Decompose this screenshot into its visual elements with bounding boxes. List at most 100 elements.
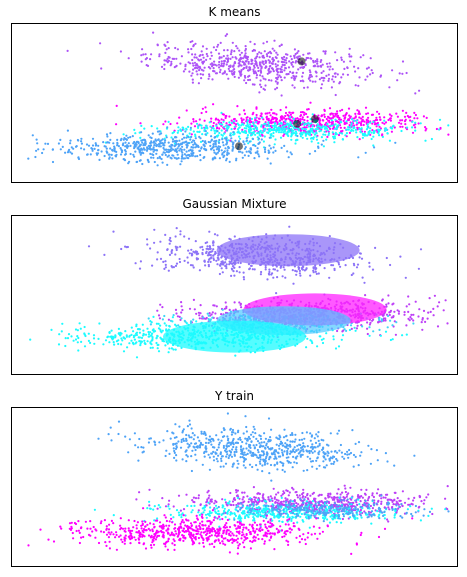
scatter-point xyxy=(231,143,235,146)
scatter-point xyxy=(234,139,237,142)
scatter-point xyxy=(436,305,439,308)
scatter-point xyxy=(333,460,336,463)
scatter-point xyxy=(418,89,421,92)
scatter-point xyxy=(275,113,278,116)
scatter-point xyxy=(238,132,242,135)
scatter-point xyxy=(365,67,369,70)
scatter-point xyxy=(130,333,133,336)
scatter-point xyxy=(237,150,241,153)
scatter-point xyxy=(356,263,360,266)
scatter-point xyxy=(389,319,392,322)
scatter-point xyxy=(232,131,235,134)
scatter-point xyxy=(260,85,263,89)
scatter-point xyxy=(110,439,113,442)
scatter-point xyxy=(149,144,153,147)
scatter-point xyxy=(390,127,394,130)
scatter-point xyxy=(41,151,44,155)
scatter-point xyxy=(85,143,89,146)
scatter-point xyxy=(314,270,317,273)
scatter-point xyxy=(140,151,143,155)
scatter-point xyxy=(172,447,175,450)
scatter-point xyxy=(348,131,351,134)
scatter-point xyxy=(134,444,137,447)
scatter-point xyxy=(280,94,283,97)
scatter-point xyxy=(124,150,127,153)
scatter-point xyxy=(186,455,189,458)
scatter-point xyxy=(414,123,417,126)
scatter-point xyxy=(215,434,218,437)
scatter-point xyxy=(396,115,399,118)
scatter-point xyxy=(174,235,177,238)
scatter-point xyxy=(195,258,199,261)
scatter-point xyxy=(243,143,246,146)
scatter-point xyxy=(328,68,331,71)
scatter-point xyxy=(147,134,150,137)
scatter-point xyxy=(86,153,89,156)
scatter-point xyxy=(331,127,334,130)
scatter-point xyxy=(301,127,304,130)
scatter-point xyxy=(295,132,298,135)
scatter-point xyxy=(142,450,145,453)
scatter-point xyxy=(134,262,137,265)
scatter-point xyxy=(188,423,192,426)
scatter-point xyxy=(361,136,364,139)
scatter-point xyxy=(350,129,353,132)
scatter-point xyxy=(201,73,205,76)
scatter-point xyxy=(345,120,348,123)
scatter-point xyxy=(236,466,239,469)
scatter-point xyxy=(177,145,180,148)
scatter-point xyxy=(411,131,415,134)
scatter-point xyxy=(201,248,204,251)
scatter-point xyxy=(152,328,155,331)
scatter-point xyxy=(386,314,390,318)
scatter-point xyxy=(153,228,156,231)
scatter-point xyxy=(268,125,271,128)
scatter-point xyxy=(233,120,236,123)
scatter-point xyxy=(219,64,223,67)
scatter-point xyxy=(165,48,168,51)
scatter-point xyxy=(260,131,263,134)
scatter-point xyxy=(339,126,342,129)
scatter-point xyxy=(325,464,328,467)
scatter-point xyxy=(263,129,266,132)
scatter-point xyxy=(224,301,227,304)
scatter-point xyxy=(354,329,357,332)
scatter-point xyxy=(242,271,245,274)
scatter-point xyxy=(299,135,302,138)
scatter-point xyxy=(152,146,155,149)
scatter-point xyxy=(366,75,369,78)
scatter-point xyxy=(244,52,247,55)
scatter-point xyxy=(254,70,257,73)
scatter-point xyxy=(235,446,238,449)
scatter-point xyxy=(141,162,144,166)
scatter-point xyxy=(204,432,207,435)
scatter-point xyxy=(271,47,274,50)
scatter-point xyxy=(413,111,416,114)
scatter-point xyxy=(180,143,183,146)
scatter-point xyxy=(305,132,308,135)
scatter-point xyxy=(138,336,141,339)
scatter-point xyxy=(132,330,135,333)
scatter-point xyxy=(140,60,143,63)
scatter-point xyxy=(185,150,188,153)
scatter-point xyxy=(306,86,309,89)
scatter-point xyxy=(253,157,256,160)
scatter-point xyxy=(212,127,215,130)
scatter-point xyxy=(311,125,314,128)
scatter-point xyxy=(244,63,247,66)
scatter-point xyxy=(231,148,234,151)
scatter-point xyxy=(276,73,279,76)
scatter-point xyxy=(142,329,145,332)
scatter-point xyxy=(212,124,215,128)
scatter-point xyxy=(327,132,331,135)
scatter-point xyxy=(170,250,173,253)
scatter-point xyxy=(347,126,350,129)
scatter-point xyxy=(155,139,158,142)
scatter-point xyxy=(289,151,292,154)
scatter-point xyxy=(376,110,379,113)
scatter-point xyxy=(338,118,341,121)
scatter-point xyxy=(220,60,223,63)
scatter-point xyxy=(230,119,233,122)
scatter-point xyxy=(269,463,273,467)
scatter-point xyxy=(377,123,380,126)
